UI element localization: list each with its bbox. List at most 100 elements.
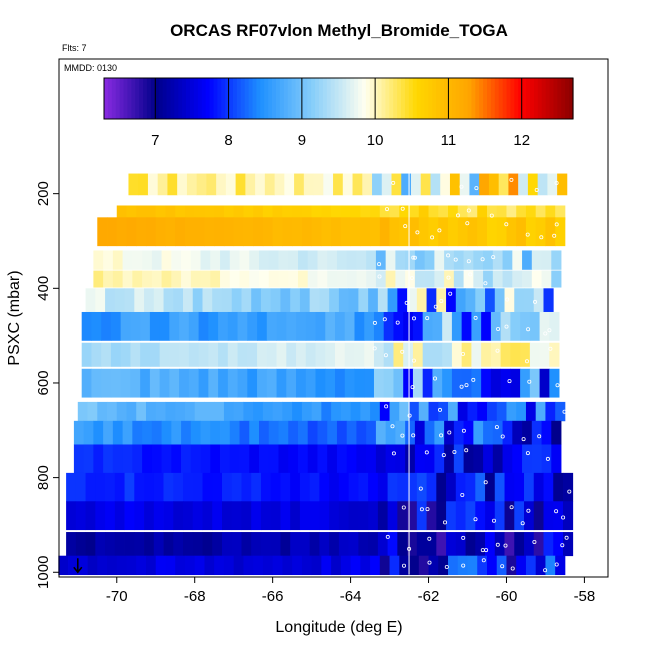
colorbar-segment: [307, 78, 312, 119]
heatmap-cell: [475, 472, 486, 502]
heatmap-cell: [181, 444, 192, 474]
colorbar-segment: [221, 78, 226, 119]
sample-marker: [480, 257, 485, 262]
heatmap-cell: [444, 444, 455, 474]
heatmap-cell: [223, 217, 235, 247]
heatmap-cell: [192, 501, 203, 531]
heatmap-cell: [268, 270, 279, 288]
heatmap-cell: [350, 555, 361, 576]
heatmap-cell: [379, 217, 390, 247]
heatmap-cell: [531, 250, 542, 270]
heatmap-cell: [272, 217, 283, 247]
heatmap-cell: [416, 501, 427, 531]
heatmap-cell: [545, 205, 556, 221]
heatmap-cell: [455, 288, 466, 313]
heatmap-cell: [114, 472, 125, 502]
heatmap-cell: [397, 532, 408, 557]
heatmap-cell: [297, 444, 309, 474]
colorbar-segment: [428, 78, 433, 119]
heatmap-cell: [512, 250, 523, 270]
heatmap-cell: [434, 420, 445, 445]
heatmap-cell: [486, 205, 498, 221]
heatmap-cell: [512, 270, 523, 288]
heatmap-cell: [169, 342, 180, 367]
heatmap-cell: [307, 250, 318, 270]
colorbar-segment: [420, 78, 426, 119]
heatmap-cell: [173, 501, 184, 531]
colorbar-segment: [553, 78, 558, 119]
heatmap-cell: [315, 311, 326, 341]
heatmap-cell: [233, 401, 244, 422]
heatmap-cell: [93, 270, 104, 288]
colorbar-segment: [256, 78, 261, 119]
y-axis-label: PSXC (mbar): [6, 270, 23, 365]
colorbar-segment: [483, 78, 488, 119]
heatmap-cell: [161, 444, 172, 474]
heatmap-cell: [533, 501, 544, 531]
heatmap-cell: [545, 217, 556, 247]
colorbar-segment: [475, 78, 480, 119]
heatmap-cell: [270, 501, 281, 531]
heatmap-cell: [175, 401, 186, 422]
heatmap-cell: [407, 472, 418, 502]
heatmap-cell: [428, 555, 439, 576]
heatmap-cell: [434, 270, 445, 288]
heatmap-cell: [461, 311, 472, 341]
sample-marker: [415, 230, 420, 235]
heatmap-cell: [481, 342, 492, 367]
sample-marker: [377, 262, 382, 267]
sample-marker: [400, 433, 405, 438]
heatmap-cell: [122, 420, 133, 445]
sample-marker: [441, 453, 446, 458]
heatmap-cell: [151, 444, 162, 474]
heatmap-cell: [461, 342, 472, 367]
heatmap-cell: [259, 420, 270, 445]
heatmap-cell: [389, 555, 400, 576]
heatmap-cell: [391, 173, 402, 196]
colorbar-segment: [236, 78, 242, 119]
heatmap-cell: [543, 288, 554, 313]
sample-marker: [437, 407, 442, 412]
heatmap-cell: [512, 420, 523, 445]
heatmap-cell: [514, 288, 525, 313]
heatmap-cell: [412, 342, 424, 367]
heatmap-cell: [200, 444, 211, 474]
heatmap-cell: [83, 420, 94, 445]
heatmap-cell: [214, 205, 225, 221]
heatmap-cell: [190, 250, 201, 270]
heatmap-cell: [210, 270, 221, 288]
heatmap-cell: [120, 368, 131, 398]
colorbar-segment: [189, 78, 195, 119]
heatmap-cell: [446, 501, 457, 531]
heatmap-cell: [268, 250, 279, 270]
sample-marker: [505, 297, 510, 302]
colorbar-segment: [322, 78, 328, 119]
x-axis-label: Longitude (deg E): [275, 619, 402, 636]
heatmap-cell: [385, 420, 396, 445]
heatmap-cell: [75, 501, 86, 531]
heatmap-cell: [85, 501, 96, 531]
heatmap-cell: [510, 368, 521, 398]
y-tick-label: 800: [35, 465, 52, 490]
heatmap-cell: [204, 401, 215, 422]
heatmap-cell: [348, 501, 359, 531]
heatmap-cell: [259, 444, 270, 474]
heatmap-cell: [103, 420, 114, 445]
colorbar-segment: [311, 78, 316, 119]
sample-marker: [401, 563, 406, 568]
heatmap-cell: [395, 444, 406, 474]
sample-marker: [552, 233, 557, 238]
heatmap-cell: [412, 311, 424, 341]
heatmap-cell: [288, 250, 299, 270]
sample-marker: [560, 543, 565, 548]
heatmap-cell: [210, 444, 221, 474]
heatmap-cell: [93, 444, 104, 474]
heatmap-cell: [483, 444, 494, 474]
sample-marker: [500, 564, 505, 569]
heatmap-cell: [251, 532, 262, 557]
heatmap-cell: [237, 311, 248, 341]
heatmap-cell: [134, 532, 145, 557]
heatmap-cell: [379, 401, 390, 422]
colorbar-segment: [166, 78, 172, 119]
